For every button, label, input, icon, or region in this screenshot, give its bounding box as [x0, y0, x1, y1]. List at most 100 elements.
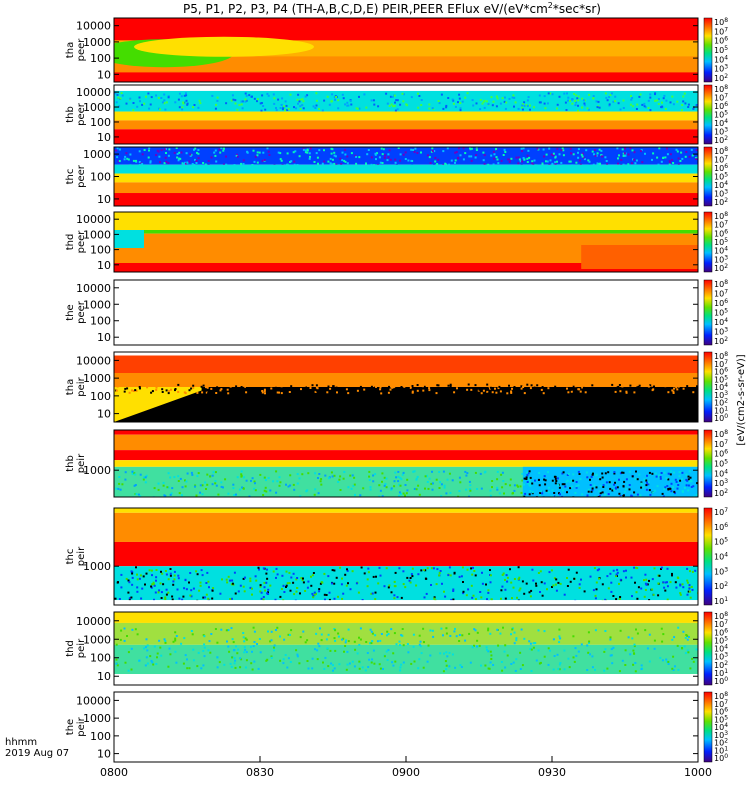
- x-tick-label: 1000: [684, 766, 712, 779]
- colorbar-tick-label: 102: [714, 135, 728, 145]
- colorbar-tick-label: 108: [714, 351, 728, 361]
- y-tick-label: 100: [90, 244, 111, 257]
- colorbar-tick-label: 103: [714, 127, 728, 137]
- colorbar-tick-label: 106: [714, 367, 728, 377]
- spectrogram-panel-thd-peir: 10000100010010thdpeir1081071061051041031…: [65, 611, 728, 686]
- colorbar: [703, 211, 713, 273]
- y-tick-label: 10000: [76, 86, 111, 99]
- colorbar: [703, 691, 713, 763]
- colorbar-tick-label: 104: [714, 246, 728, 256]
- colorbar-tick-label: 102: [714, 336, 728, 346]
- colorbar-tick-label: 102: [714, 738, 728, 748]
- y-tick-label: 1000: [83, 298, 111, 311]
- panel-label: thcpeer: [65, 164, 87, 188]
- colorbar-tick-label: 100: [714, 753, 728, 763]
- colorbar-tick-label: 103: [714, 189, 728, 199]
- y-tick-label: 1000: [83, 101, 111, 114]
- colorbar-tick-label: 102: [714, 398, 728, 408]
- x-tick-label: 0830: [246, 766, 274, 779]
- colorbar-tick-label: 106: [714, 101, 728, 111]
- colorbar-tick-label: 103: [714, 254, 728, 264]
- colorbar: [703, 351, 713, 423]
- colorbar-tick-label: 106: [714, 627, 728, 637]
- colorbar-tick-label: 100: [714, 413, 728, 423]
- colorbar-tick-label: 101: [714, 745, 728, 755]
- y-tick-label: 10: [97, 408, 111, 421]
- spectrogram-panel-the-peir: 10000100010010thepeir1081071061051041031…: [65, 691, 728, 763]
- colorbar-tick-label: 104: [714, 644, 728, 654]
- y-tick-label: 10: [97, 68, 111, 81]
- y-tick-label: 1000: [83, 228, 111, 241]
- colorbar-tick-label: 103: [714, 566, 728, 576]
- colorbar-tick-label: 108: [714, 84, 728, 94]
- colorbar-tick-label: 101: [714, 668, 728, 678]
- panel-label: thbpeir: [65, 453, 87, 473]
- colorbar-tick-label: 106: [714, 228, 728, 238]
- colorbar-tick-label: 108: [714, 611, 728, 621]
- colorbar-tick-label: 105: [714, 374, 728, 384]
- colorbar: [703, 17, 713, 83]
- colorbar-tick-label: 106: [714, 522, 728, 532]
- colorbar-tick-label: 108: [714, 279, 728, 289]
- y-tick-label: 100: [90, 652, 111, 665]
- panel-label: thdpeir: [65, 638, 87, 658]
- y-tick-label: 10: [97, 748, 111, 761]
- colorbar-tick-label: 108: [714, 17, 728, 27]
- colorbar: [703, 146, 713, 207]
- y-tick-label: 1000: [83, 560, 111, 573]
- spectrogram-panel-thd-peer: 10000 1000 100 10 thdpeer 1081071061051041031…: [65, 211, 728, 273]
- spectrogram-panel-tha-peir: 10000100010010thapeir1081071061051041031…: [65, 351, 728, 423]
- y-tick-label: 10: [97, 193, 111, 206]
- colorbar: [703, 611, 713, 686]
- colorbar-tick-label: 105: [714, 237, 728, 247]
- colorbar-tick-label: 103: [714, 730, 728, 740]
- y-tick-label: 10000: [76, 213, 111, 226]
- colorbar-tick-label: 107: [714, 439, 728, 449]
- y-tick-label: 10: [97, 259, 111, 272]
- y-tick-label: 10: [97, 131, 111, 144]
- panel-label: thepeir: [65, 716, 87, 736]
- spectrogram-panel-the-peer: 10000 1000 100 10 thepeer 1081071061051041031…: [65, 279, 728, 346]
- colorbar-tick-label: 102: [714, 197, 728, 207]
- colorbar-tick-label: 107: [714, 26, 728, 36]
- y-tick-label: 1000: [83, 36, 111, 49]
- x-axis-label-line1: hhmm: [5, 737, 37, 748]
- colorbar-tick-label: 102: [714, 73, 728, 83]
- colorbar-tick-label: 107: [714, 93, 728, 103]
- colorbar-tick-label: 104: [714, 180, 728, 190]
- y-tick-label: 100: [90, 315, 111, 328]
- y-tick-label: 1000: [83, 633, 111, 646]
- colorbar-tick-label: 106: [714, 36, 728, 46]
- y-tick-label: 10000: [76, 615, 111, 628]
- y-tick-label: 100: [90, 52, 111, 65]
- colorbar: [703, 279, 713, 346]
- spectrogram-panel-tha-peer: 10000 1000 100 10 thapeer 1081071061051041031…: [65, 17, 728, 83]
- colorbar-tick-label: 104: [714, 722, 728, 732]
- colorbar-tick-label: 105: [714, 537, 728, 547]
- y-tick-label: 10: [97, 331, 111, 344]
- y-tick-label: 10: [97, 670, 111, 683]
- colorbar-tick-label: 104: [714, 317, 728, 327]
- y-tick-label: 100: [90, 730, 111, 743]
- colorbar-tick-label: 105: [714, 110, 728, 120]
- colorbar-tick-label: 104: [714, 552, 728, 562]
- colorbar-tick-label: 104: [714, 468, 728, 478]
- colorbar-tick-label: 106: [714, 298, 728, 308]
- colorbar-tick-label: 103: [714, 390, 728, 400]
- colorbar-tick-label: 105: [714, 308, 728, 318]
- colorbar-tick-label: 106: [714, 449, 728, 459]
- colorbar-tick-label: 102: [714, 263, 728, 273]
- x-axis-label-line2: 2019 Aug 07: [5, 748, 69, 759]
- colorbar: [703, 507, 713, 606]
- colorbar-tick-label: 103: [714, 478, 728, 488]
- colorbar-tick-label: 106: [714, 163, 728, 173]
- colorbar-tick-label: 103: [714, 64, 728, 74]
- y-tick-label: 1000: [83, 372, 111, 385]
- colorbar-tick-label: 102: [714, 488, 728, 498]
- colorbar-tick-label: 107: [714, 220, 728, 230]
- colorbar-tick-label: 103: [714, 327, 728, 337]
- y-tick-label: 100: [90, 116, 111, 129]
- y-tick-label: 1000: [83, 464, 111, 477]
- colorbar-tick-label: 105: [714, 635, 728, 645]
